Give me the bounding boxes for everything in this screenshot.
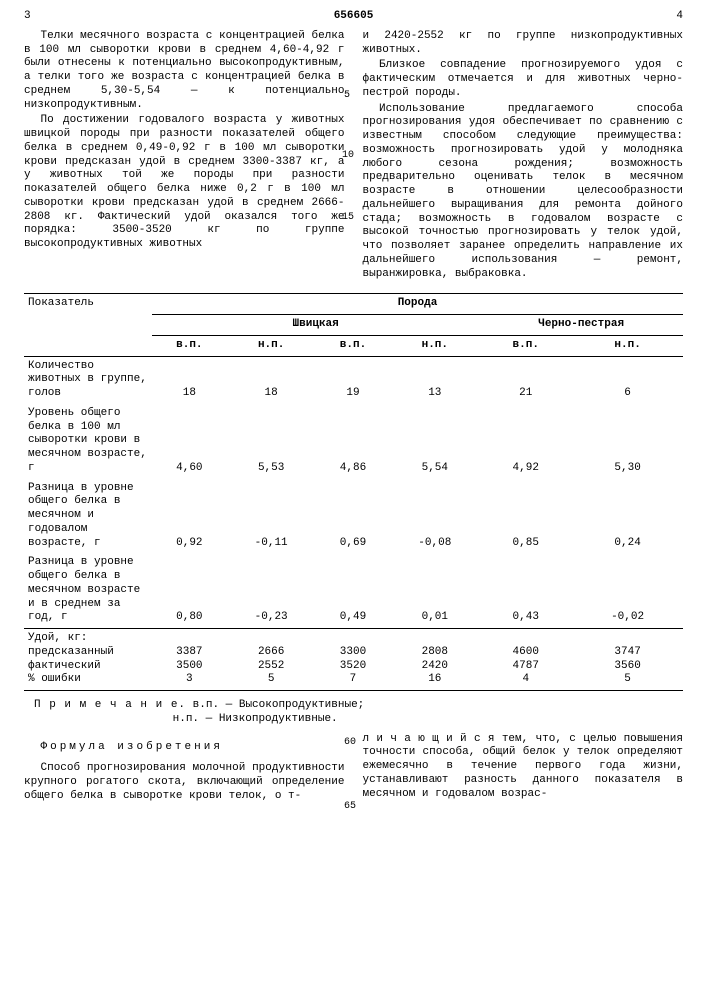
note-line: н.п. — Низкопродуктивные. — [173, 713, 338, 725]
table-cell: 18 — [152, 356, 227, 404]
row-label: Уровень общего белка в 100 мл сыворотки … — [24, 404, 152, 479]
col-header-shvitskaya: Швицкая — [152, 315, 479, 336]
line-number: 65 — [344, 801, 356, 814]
table-cell: 2666 2552 5 — [227, 629, 316, 691]
page-num-left: 3 — [24, 10, 31, 24]
table-cell: 4,60 — [152, 404, 227, 479]
two-column-text: Телки месячного возраста с концентрацией… — [24, 30, 683, 284]
table-cell: 4600 4787 4 — [479, 629, 572, 691]
col-header-vp: в.п. — [152, 335, 227, 356]
left-column: Телки месячного возраста с концентрацией… — [24, 30, 345, 284]
table-cell: -0,23 — [227, 553, 316, 628]
table-cell: 4,86 — [316, 404, 391, 479]
table-cell: 5,54 — [390, 404, 479, 479]
page-header: 3 656605 4 — [24, 10, 683, 24]
document-number: 656605 — [31, 10, 677, 24]
line-number: 5 — [344, 90, 350, 103]
table-cell: 0,43 — [479, 553, 572, 628]
line-number: 15 — [342, 212, 354, 225]
table-footnote: П р и м е ч а н и е. в.п. — Высокопродук… — [34, 699, 683, 727]
col-header-breed: Порода — [152, 294, 683, 315]
left-column: Формула изобретения Способ прогнозирован… — [24, 733, 345, 806]
table-cell: 3300 3520 7 — [316, 629, 391, 691]
table-cell: -0,02 — [572, 553, 683, 628]
paragraph: л и ч а ю щ и й с я тем, что, с целью по… — [363, 733, 684, 802]
note-lead: П р и м е ч а н и е. — [34, 699, 186, 711]
table-cell: -0,11 — [227, 479, 316, 554]
table-cell: 13 — [390, 356, 479, 404]
col-header-indicator: Показатель — [24, 294, 152, 356]
paragraph: По достижении годовалого возраста у живо… — [24, 114, 345, 252]
paragraph: Использование предлагаемого способа прог… — [363, 103, 684, 282]
table-cell: 18 — [227, 356, 316, 404]
paragraph: Способ прогнозирования молочной продукти… — [24, 762, 345, 803]
col-header-np: н.п. — [390, 335, 479, 356]
table-cell: 19 — [316, 356, 391, 404]
table-cell: 0,92 — [152, 479, 227, 554]
table-cell: 0,24 — [572, 479, 683, 554]
note-line: в.п. — Высокопродуктивные; — [193, 699, 365, 711]
line-number: 10 — [342, 150, 354, 163]
table-cell: 2808 2420 16 — [390, 629, 479, 691]
table-cell: 5,30 — [572, 404, 683, 479]
results-table: Показатель Порода Швицкая Черно-пестрая … — [24, 293, 683, 691]
col-header-vp: в.п. — [479, 335, 572, 356]
table-cell: 3387 3500 3 — [152, 629, 227, 691]
paragraph: Телки месячного возраста с концентрацией… — [24, 30, 345, 113]
table-cell: 0,80 — [152, 553, 227, 628]
table-cell: 4,92 — [479, 404, 572, 479]
table-cell: 0,69 — [316, 479, 391, 554]
right-column: и 2420-2552 кг по группе низкопродуктивн… — [363, 30, 684, 284]
table-cell: -0,08 — [390, 479, 479, 554]
row-label: Разница в уровне общего белка в месячном… — [24, 479, 152, 554]
table-cell: 0,85 — [479, 479, 572, 554]
row-label: Количество животных в группе, голов — [24, 356, 152, 404]
col-header-vp: в.п. — [316, 335, 391, 356]
table-cell: 3747 3560 5 — [572, 629, 683, 691]
col-header-np: н.п. — [572, 335, 683, 356]
right-column: л и ч а ю щ и й с я тем, что, с целью по… — [363, 733, 684, 806]
row-label: Удой, кг: предсказанный фактический % ош… — [24, 629, 152, 691]
table-cell: 6 — [572, 356, 683, 404]
table-cell: 21 — [479, 356, 572, 404]
table-cell: 0,49 — [316, 553, 391, 628]
row-label: Разница в уровне общего белка в месячном… — [24, 553, 152, 628]
formula-heading: Формула изобретения — [24, 741, 345, 755]
col-header-chernopestraya: Черно-пестрая — [479, 315, 683, 336]
page-num-right: 4 — [676, 10, 683, 24]
paragraph: Близкое совпадение прогнозируемого удоя … — [363, 59, 684, 100]
table-cell: 5,53 — [227, 404, 316, 479]
line-number: 60 — [344, 737, 356, 750]
paragraph: и 2420-2552 кг по группе низкопродуктивн… — [363, 30, 684, 58]
table-cell: 0,01 — [390, 553, 479, 628]
two-column-text-bottom: Формула изобретения Способ прогнозирован… — [24, 733, 683, 806]
col-header-np: н.п. — [227, 335, 316, 356]
